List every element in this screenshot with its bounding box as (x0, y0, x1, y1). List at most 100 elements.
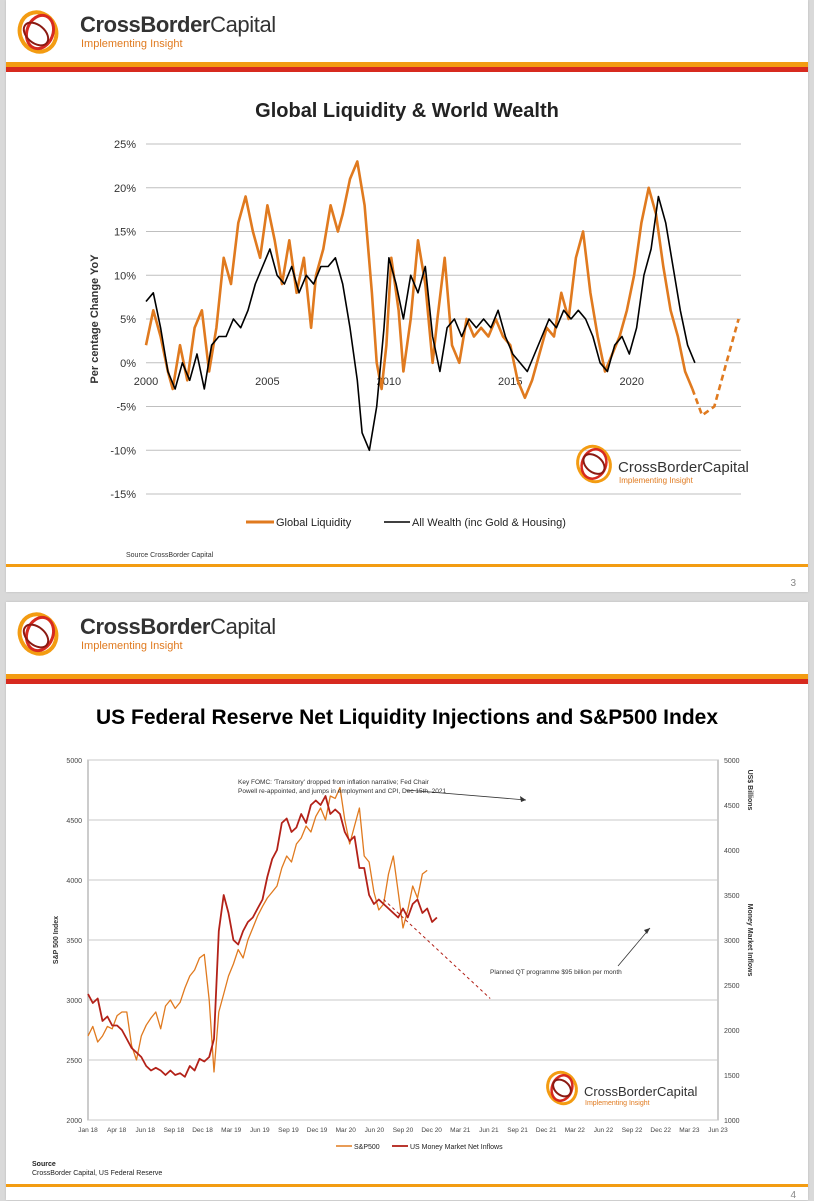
y-right-tick-label: 3500 (724, 893, 740, 900)
annotation-arrowhead (644, 928, 650, 934)
watermark-brand: CrossBorderCapital (618, 459, 749, 476)
x-tick-label: Jun 23 (708, 1127, 728, 1134)
annotation-arrow (405, 789, 527, 801)
x-tick-label: Jun 19 (250, 1127, 270, 1134)
logo-swirl-icon (582, 453, 606, 475)
y-left-tick-label: 4500 (66, 818, 82, 825)
x-tick-label: Jan 18 (78, 1127, 98, 1134)
y-tick-label: -5% (116, 402, 136, 414)
series-line (691, 318, 740, 417)
source-heading: Source (32, 1161, 56, 1168)
y-left-tick-label: 3000 (66, 998, 82, 1005)
legend-label: US Money Market Net Inflows (410, 1144, 503, 1151)
y-right-tick-label: 4000 (724, 848, 740, 855)
x-tick-label: 2005 (255, 376, 279, 388)
y-right-units-label: US$ Billions (746, 770, 753, 811)
y-left-tick-label: 5000 (66, 758, 82, 765)
logo-swirl-icon (546, 1070, 578, 1106)
x-tick-label: Dec 18 (192, 1127, 213, 1134)
y-right-tick-label: 2500 (724, 983, 740, 990)
source-text: CrossBorder Capital, US Federal Reserve (32, 1170, 163, 1177)
x-tick-label: Sep 21 (507, 1127, 528, 1134)
x-tick-label: Jun 21 (479, 1127, 499, 1134)
brand-name: CrossBorderCapital (80, 12, 276, 37)
x-tick-label: Jun 18 (136, 1127, 156, 1134)
y-tick-label: 20% (114, 183, 136, 195)
y-right-tick-label: 4500 (724, 803, 740, 810)
y-right-tick-label: 2000 (724, 1028, 740, 1035)
logo-swirl-icon (576, 444, 612, 484)
footer-band (6, 564, 808, 567)
annotation-text: Key FOMC: 'Transitory' dropped from infl… (238, 779, 430, 786)
annotation-arrowhead (520, 796, 526, 802)
legend-label: All Wealth (inc Gold & Housing) (412, 517, 566, 529)
series-line (383, 899, 491, 999)
watermark-logo (576, 444, 612, 484)
brand-logo: CrossBorderCapital Implementing Insight (14, 8, 276, 54)
y-tick-label: -15% (110, 489, 136, 501)
x-tick-label: Sep 22 (622, 1127, 643, 1134)
page-number: 4 (790, 1190, 796, 1201)
series-line (145, 195, 696, 452)
y-right-tick-label: 5000 (724, 758, 740, 765)
y-right-tick-label: 3000 (724, 938, 740, 945)
y-left-tick-label: 2500 (66, 1058, 82, 1065)
source-note: Source CrossBorder Capital, US Federal R… (32, 1160, 162, 1178)
x-tick-label: Dec 20 (421, 1127, 442, 1134)
y-left-axis-label: S&P 500 Index (53, 916, 60, 964)
annotation-arrow (617, 927, 651, 967)
x-tick-label: Jun 22 (594, 1127, 614, 1134)
x-tick-label: Mar 23 (679, 1127, 700, 1134)
x-tick-label: Mar 19 (221, 1127, 242, 1134)
liquidity-wealth-chart: 25%20%15%10%5%0%-5%-10%-15%2000 2005 2010 2… (89, 139, 749, 529)
legend-label: Global Liquidity (276, 517, 352, 529)
y-right-tick-label: 1500 (724, 1073, 740, 1080)
y-tick-label: 25% (114, 139, 136, 151)
y-tick-label: 0% (120, 358, 136, 370)
y-right-axis-label: Money Market Inflows (746, 904, 753, 977)
page-number: 3 (790, 578, 796, 589)
y-left-tick-label: 4000 (66, 878, 82, 885)
y-tick-label: 5% (120, 314, 136, 326)
x-tick-label: Dec 21 (536, 1127, 557, 1134)
y-left-tick-label: 3500 (66, 938, 82, 945)
y-tick-label: -10% (110, 445, 136, 457)
slide-global-liquidity: CrossBorderCapital Implementing Insight … (6, 0, 808, 592)
brand-tagline: Implementing Insight (81, 640, 183, 652)
x-tick-label: Dec 22 (650, 1127, 671, 1134)
y-left-tick-label: 2000 (66, 1118, 82, 1125)
x-tick-label: Apr 18 (107, 1127, 127, 1134)
watermark-logo (546, 1070, 578, 1106)
legend-label: S&P500 (354, 1144, 380, 1151)
header-band (6, 62, 808, 72)
header-band (6, 674, 808, 684)
x-tick-label: 2020 (619, 376, 643, 388)
y-right-tick-label: 1000 (724, 1118, 740, 1125)
annotation-text: Planned QT programme $95 billion per mon… (490, 969, 622, 976)
watermark-brand: CrossBorderCapital (584, 1084, 698, 1099)
x-tick-label: Sep 20 (393, 1127, 414, 1134)
logo-swirl-icon (17, 10, 59, 54)
x-tick-label: Mar 20 (336, 1127, 357, 1134)
fed-sp500-chart: 5000 4500 4000 3500 3000 2500 2000 5000 4500 4000… (53, 758, 753, 1151)
y-tick-label: 10% (114, 270, 136, 282)
slide-fed-net-liquidity: CrossBorderCapital Implementing Insight … (6, 602, 808, 1201)
footer-band (6, 1184, 808, 1187)
watermark-tagline: Implementing Insight (619, 476, 694, 485)
source-note: Source CrossBorder Capital (126, 552, 214, 559)
x-tick-label: Jun 20 (365, 1127, 385, 1134)
x-tick-label: Mar 22 (565, 1127, 586, 1134)
y-tick-label: 15% (114, 227, 136, 239)
chart-title: Global Liquidity & World Wealth (255, 100, 559, 122)
x-tick-label: Mar 21 (450, 1127, 471, 1134)
brand-name: CrossBorderCapital (80, 614, 276, 639)
x-tick-label: Dec 19 (307, 1127, 328, 1134)
x-tick-label: Sep 18 (164, 1127, 185, 1134)
brand-tagline: Implementing Insight (81, 38, 183, 50)
watermark-tagline: Implementing Insight (585, 1100, 650, 1107)
brand-logo: CrossBorderCapital Implementing Insight (14, 610, 276, 656)
annotation-text: Powell re-appointed, and jumps in employ… (238, 788, 447, 795)
logo-swirl-icon (17, 612, 59, 656)
x-tick-label: Sep 19 (278, 1127, 299, 1134)
y-axis-label: Per centage Change YoY (89, 254, 101, 384)
